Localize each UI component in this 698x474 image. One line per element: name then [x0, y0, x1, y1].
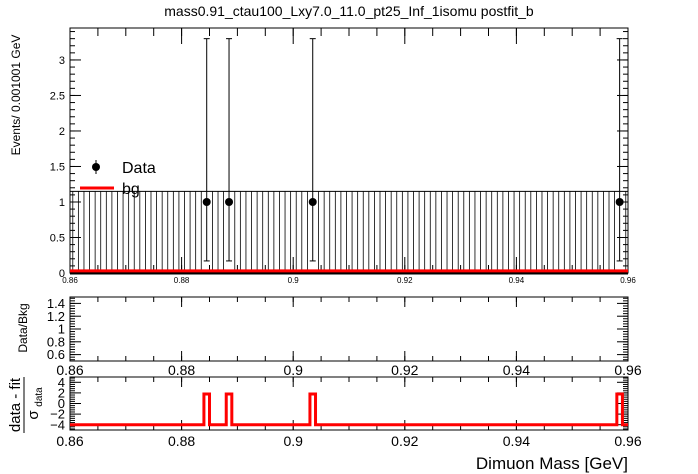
- data-points: [202, 38, 624, 262]
- pull-label-sigma-sub: data: [34, 387, 45, 407]
- ratio-x-ticks: 0.86 0.88 0.9 0.92 0.94 0.96: [56, 297, 642, 378]
- x-tick-label: 0.92: [391, 433, 418, 449]
- x-tick-label: 0.96: [614, 362, 641, 378]
- y-tick-label: 0.5: [50, 232, 65, 244]
- pull-histogram: [70, 392, 628, 427]
- y-tick-label: 2: [59, 126, 65, 138]
- y-tick-label: 1: [59, 197, 65, 209]
- main-frame: [69, 27, 629, 274]
- x-tick-label: 0.9: [283, 433, 303, 449]
- ratio-y-axis-label: Data/Bkg: [16, 303, 30, 352]
- x-tick-label: 0.86: [56, 433, 83, 449]
- error-bar-group: [70, 190, 628, 275]
- legend-data-marker: [92, 163, 100, 171]
- x-axis-label: Dimuon Mass [GeV]: [476, 454, 628, 473]
- y-tick-label: 3: [59, 55, 65, 67]
- data-point: [308, 197, 317, 206]
- legend: Data bg: [80, 160, 156, 198]
- y-tick-label: 1.2: [47, 309, 65, 324]
- ratio-y-ticks: 0.60.811.21.4: [47, 296, 628, 362]
- x-tick-label: 0.88: [168, 433, 195, 449]
- ratio-panel: 0.86 0.88 0.9 0.92 0.94 0.96 0.60.811.21.4 Da…: [16, 296, 642, 378]
- x-tick-label: 0.92: [391, 362, 418, 378]
- main-panel: 0.86 0.88 0.9 0.92 0.94 0.96 0 0.5 1 1.5 2 2.5 3 Ev…: [9, 27, 636, 285]
- legend-data-label: Data: [122, 160, 156, 177]
- y-tick-label: 2: [58, 385, 65, 400]
- chart-title: mass0.91_ctau100_Lxy7.0_11.0_pt25_Inf_1i…: [164, 3, 534, 19]
- y-tick-label: 1: [58, 322, 65, 337]
- main-y-ticks: 0 0.5 1 1.5 2 2.5 3: [50, 31, 628, 280]
- x-tick-label: 0.88: [168, 362, 195, 378]
- pull-label-numerator: data - fit: [7, 377, 24, 432]
- y-tick-label: 0: [59, 268, 65, 280]
- y-tick-label: 4: [58, 375, 65, 390]
- y-tick-label: 2.5: [50, 90, 65, 102]
- y-tick-label: −2: [50, 407, 65, 422]
- ratio-frame: [69, 296, 629, 362]
- y-tick-label: 1.4: [47, 296, 65, 311]
- pull-x-ticks: 0.86 0.88 0.9 0.92 0.94 0.96: [56, 377, 642, 449]
- pull-y-axis-label: data - fit σ data: [7, 377, 45, 433]
- main-x-ticks: 0.86 0.88 0.9 0.92 0.94 0.96: [62, 28, 636, 285]
- x-tick-label: 0.96: [620, 276, 636, 285]
- x-tick-label: 0.9: [283, 362, 303, 378]
- y-tick-label: 0.8: [47, 334, 65, 349]
- x-tick-label: 0.9: [288, 276, 300, 285]
- x-tick-label: 0.88: [174, 276, 190, 285]
- y-tick-label: 1.5: [50, 161, 65, 173]
- x-tick-label: 0.94: [503, 433, 530, 449]
- data-point: [615, 197, 624, 206]
- x-tick-label: 0.92: [397, 276, 413, 285]
- pull-frame: [69, 376, 629, 431]
- data-point: [225, 197, 234, 206]
- y-tick-label: −4: [50, 417, 65, 432]
- x-tick-label: 0.94: [509, 276, 525, 285]
- main-y-axis-label: Events/ 0.001001 GeV: [9, 35, 23, 156]
- x-tick-label: 0.94: [503, 362, 530, 378]
- legend-bg-label: bg: [122, 181, 140, 198]
- pull-label-sigma: σ: [25, 410, 42, 420]
- y-tick-label: 0: [58, 396, 65, 411]
- data-point: [202, 197, 211, 206]
- x-tick-label: 0.86: [56, 362, 83, 378]
- x-tick-label: 0.86: [62, 276, 78, 285]
- x-tick-label: 0.96: [614, 433, 641, 449]
- y-tick-label: 0.6: [47, 347, 65, 362]
